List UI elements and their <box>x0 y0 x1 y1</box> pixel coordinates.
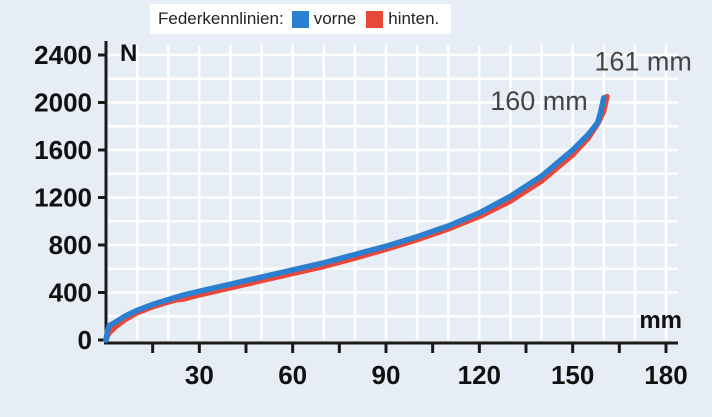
x-axis-label: mm <box>639 307 682 334</box>
series-line-vorne <box>103 95 607 343</box>
legend-title: Federkennlinien: <box>158 9 284 28</box>
x-tick-label: 120 <box>458 360 501 390</box>
x-tick-label: 180 <box>644 360 687 390</box>
y-tick-label: 800 <box>49 230 92 260</box>
y-tick-label: 0 <box>78 325 92 355</box>
y-tick-label: 1600 <box>34 135 92 165</box>
y-tick-label: 1200 <box>34 183 92 213</box>
x-tick-label: 30 <box>185 360 214 390</box>
legend: Federkennlinien: vorne hinten. <box>150 4 452 34</box>
y-tick-label: 2000 <box>34 88 92 118</box>
series-line-hinten <box>103 93 610 343</box>
legend-swatch-hinten <box>366 10 384 28</box>
x-tick-label: 90 <box>372 360 401 390</box>
legend-label-vorne: vorne <box>313 9 357 28</box>
x-tick-label: 150 <box>551 360 594 390</box>
annotation-160mm: 160 mm <box>490 86 588 116</box>
x-tick-label: 60 <box>278 360 307 390</box>
legend-swatch-vorne <box>291 10 309 28</box>
y-axis-label: N <box>120 40 137 67</box>
annotation-161mm: 161 mm <box>594 47 692 77</box>
y-tick-label: 400 <box>49 278 92 308</box>
y-tick-label: 2400 <box>34 40 92 70</box>
legend-label-hinten: hinten. <box>388 9 440 28</box>
